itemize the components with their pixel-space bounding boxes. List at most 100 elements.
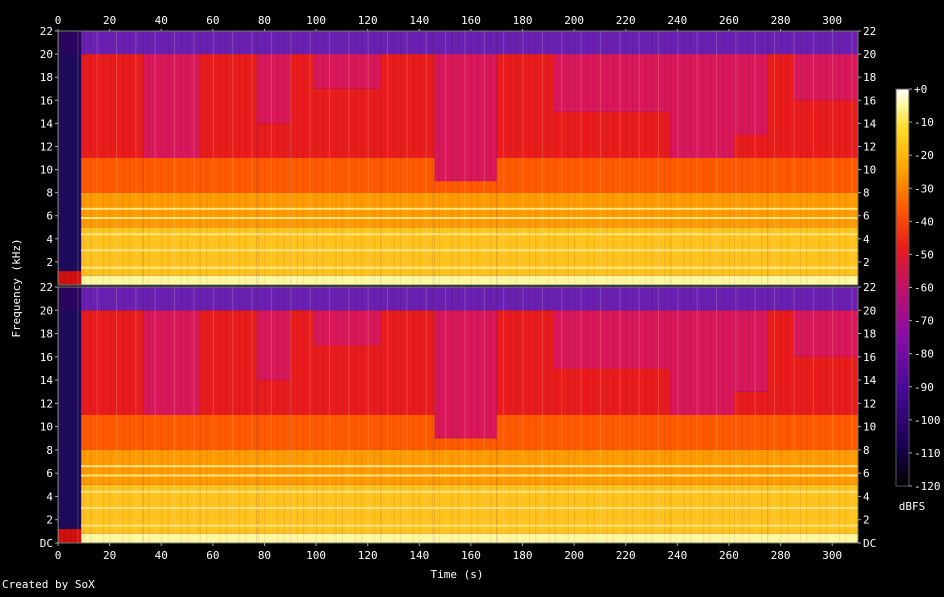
x-tick-label: 220	[616, 14, 636, 27]
harmonic-line	[434, 490, 497, 493]
texture-line	[277, 31, 279, 285]
texture-line	[322, 287, 324, 543]
segment-170-192	[496, 31, 554, 285]
texture-line	[238, 287, 240, 543]
texture-line	[128, 31, 130, 285]
harmonic-line	[767, 249, 794, 252]
texture-line	[309, 31, 311, 285]
texture-line	[664, 31, 666, 285]
y-tick-label: 8	[863, 187, 870, 200]
energy-band	[256, 158, 291, 193]
harmonic-line	[290, 507, 314, 510]
texture-line	[483, 287, 485, 543]
texture-line	[109, 287, 111, 543]
energy-band	[793, 533, 858, 543]
texture-line	[251, 287, 253, 543]
x-tick-label: 100	[306, 549, 326, 562]
harmonic-line	[199, 524, 257, 527]
energy-band	[290, 415, 314, 450]
energy-band	[313, 158, 381, 193]
harmonic-line	[290, 524, 314, 527]
energy-band	[434, 533, 497, 543]
harmonic-line	[793, 207, 858, 210]
texture-line	[812, 31, 814, 285]
colorbar-tick-label: -20	[914, 149, 934, 162]
energy-band	[313, 275, 381, 285]
segment-33-55	[143, 287, 200, 543]
energy-band	[734, 391, 768, 415]
texture-line	[767, 31, 769, 285]
texture-line	[283, 31, 285, 285]
texture-line	[645, 287, 647, 543]
texture-line	[122, 287, 124, 543]
harmonic-line	[434, 524, 497, 527]
texture-line	[825, 287, 827, 543]
top-band	[767, 31, 794, 55]
harmonic-line	[767, 465, 794, 468]
texture-line	[341, 31, 343, 285]
texture-line	[483, 31, 485, 285]
harmonic-line	[143, 474, 200, 477]
harmonic-line	[553, 266, 670, 269]
energy-band	[290, 310, 314, 415]
energy-band	[734, 275, 768, 285]
top-band	[290, 287, 314, 311]
energy-band	[496, 275, 554, 285]
harmonic-line	[313, 524, 381, 527]
x-tick-label: 220	[616, 549, 636, 562]
texture-line	[645, 31, 647, 285]
x-tick-label: 300	[822, 549, 842, 562]
segment-99-125	[313, 31, 381, 285]
texture-line	[638, 287, 640, 543]
texture-line	[509, 31, 511, 285]
harmonic-line	[380, 507, 435, 510]
texture-line	[496, 31, 498, 285]
colorbar-tick-label: -10	[914, 116, 934, 129]
texture-line	[528, 31, 530, 285]
harmonic-line	[734, 507, 768, 510]
harmonic-line	[767, 490, 794, 493]
harmonic-line	[669, 465, 735, 468]
texture-line	[709, 287, 711, 543]
energy-band	[81, 533, 144, 543]
colorbar-tick-label: -80	[914, 348, 934, 361]
top-band	[81, 287, 144, 311]
y-tick-label: 20	[40, 48, 53, 61]
harmonic-line	[380, 465, 435, 468]
harmonic-line	[256, 524, 291, 527]
y-tick-label: 6	[863, 467, 870, 480]
energy-band	[290, 227, 314, 276]
upper-band	[256, 310, 291, 381]
y-tick-label: 16	[863, 94, 876, 107]
y-tick-label: 18	[863, 328, 876, 341]
texture-line	[361, 31, 363, 285]
x-tick-label: 80	[258, 549, 271, 562]
energy-band	[313, 192, 381, 228]
texture-line	[380, 31, 382, 285]
texture-line	[361, 287, 363, 543]
texture-line	[522, 31, 524, 285]
texture-line	[348, 287, 350, 543]
segment-275-285	[767, 287, 794, 543]
energy-band	[256, 449, 291, 485]
texture-line	[464, 31, 466, 285]
energy-band	[256, 123, 291, 158]
texture-line	[696, 31, 698, 285]
segment-262-275	[734, 287, 768, 543]
upper-band	[143, 54, 200, 158]
energy-band	[793, 415, 858, 450]
top-band	[256, 287, 291, 311]
texture-line	[470, 287, 472, 543]
texture-line	[96, 31, 98, 285]
texture-line	[328, 31, 330, 285]
colorbar	[895, 88, 910, 487]
energy-band	[313, 345, 381, 415]
harmonic-line	[380, 233, 435, 236]
energy-band	[380, 415, 435, 450]
texture-line	[548, 31, 550, 285]
energy-band	[734, 415, 768, 450]
harmonic-line	[256, 465, 291, 468]
harmonic-line	[434, 217, 497, 220]
x-tick-label: 240	[667, 14, 687, 27]
energy-band	[199, 533, 257, 543]
